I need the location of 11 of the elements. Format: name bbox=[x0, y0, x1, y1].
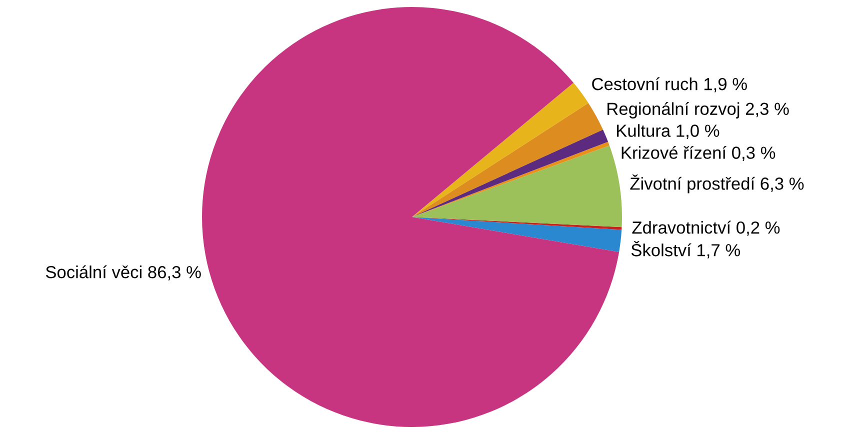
pie-slice bbox=[412, 82, 588, 217]
pie-slice bbox=[412, 145, 622, 228]
slice-label: Zdravotnictví 0,2 % bbox=[632, 220, 780, 236]
slice-label: Regionální rozvoj 2,3 % bbox=[608, 102, 789, 118]
slice-label: Krizové řízení 0,3 % bbox=[622, 146, 776, 161]
slice-label: Školství 1,7 % bbox=[631, 241, 740, 258]
slice-label: Životní prostředí 6,3 % bbox=[630, 174, 804, 194]
pie-slice bbox=[412, 217, 622, 252]
slice-label: Kultura 1,0 % bbox=[617, 124, 720, 139]
slice-label: Cestovní ruch 1,9 % bbox=[592, 77, 747, 92]
slice-label: Sociální věci 86,3 % bbox=[46, 265, 201, 280]
